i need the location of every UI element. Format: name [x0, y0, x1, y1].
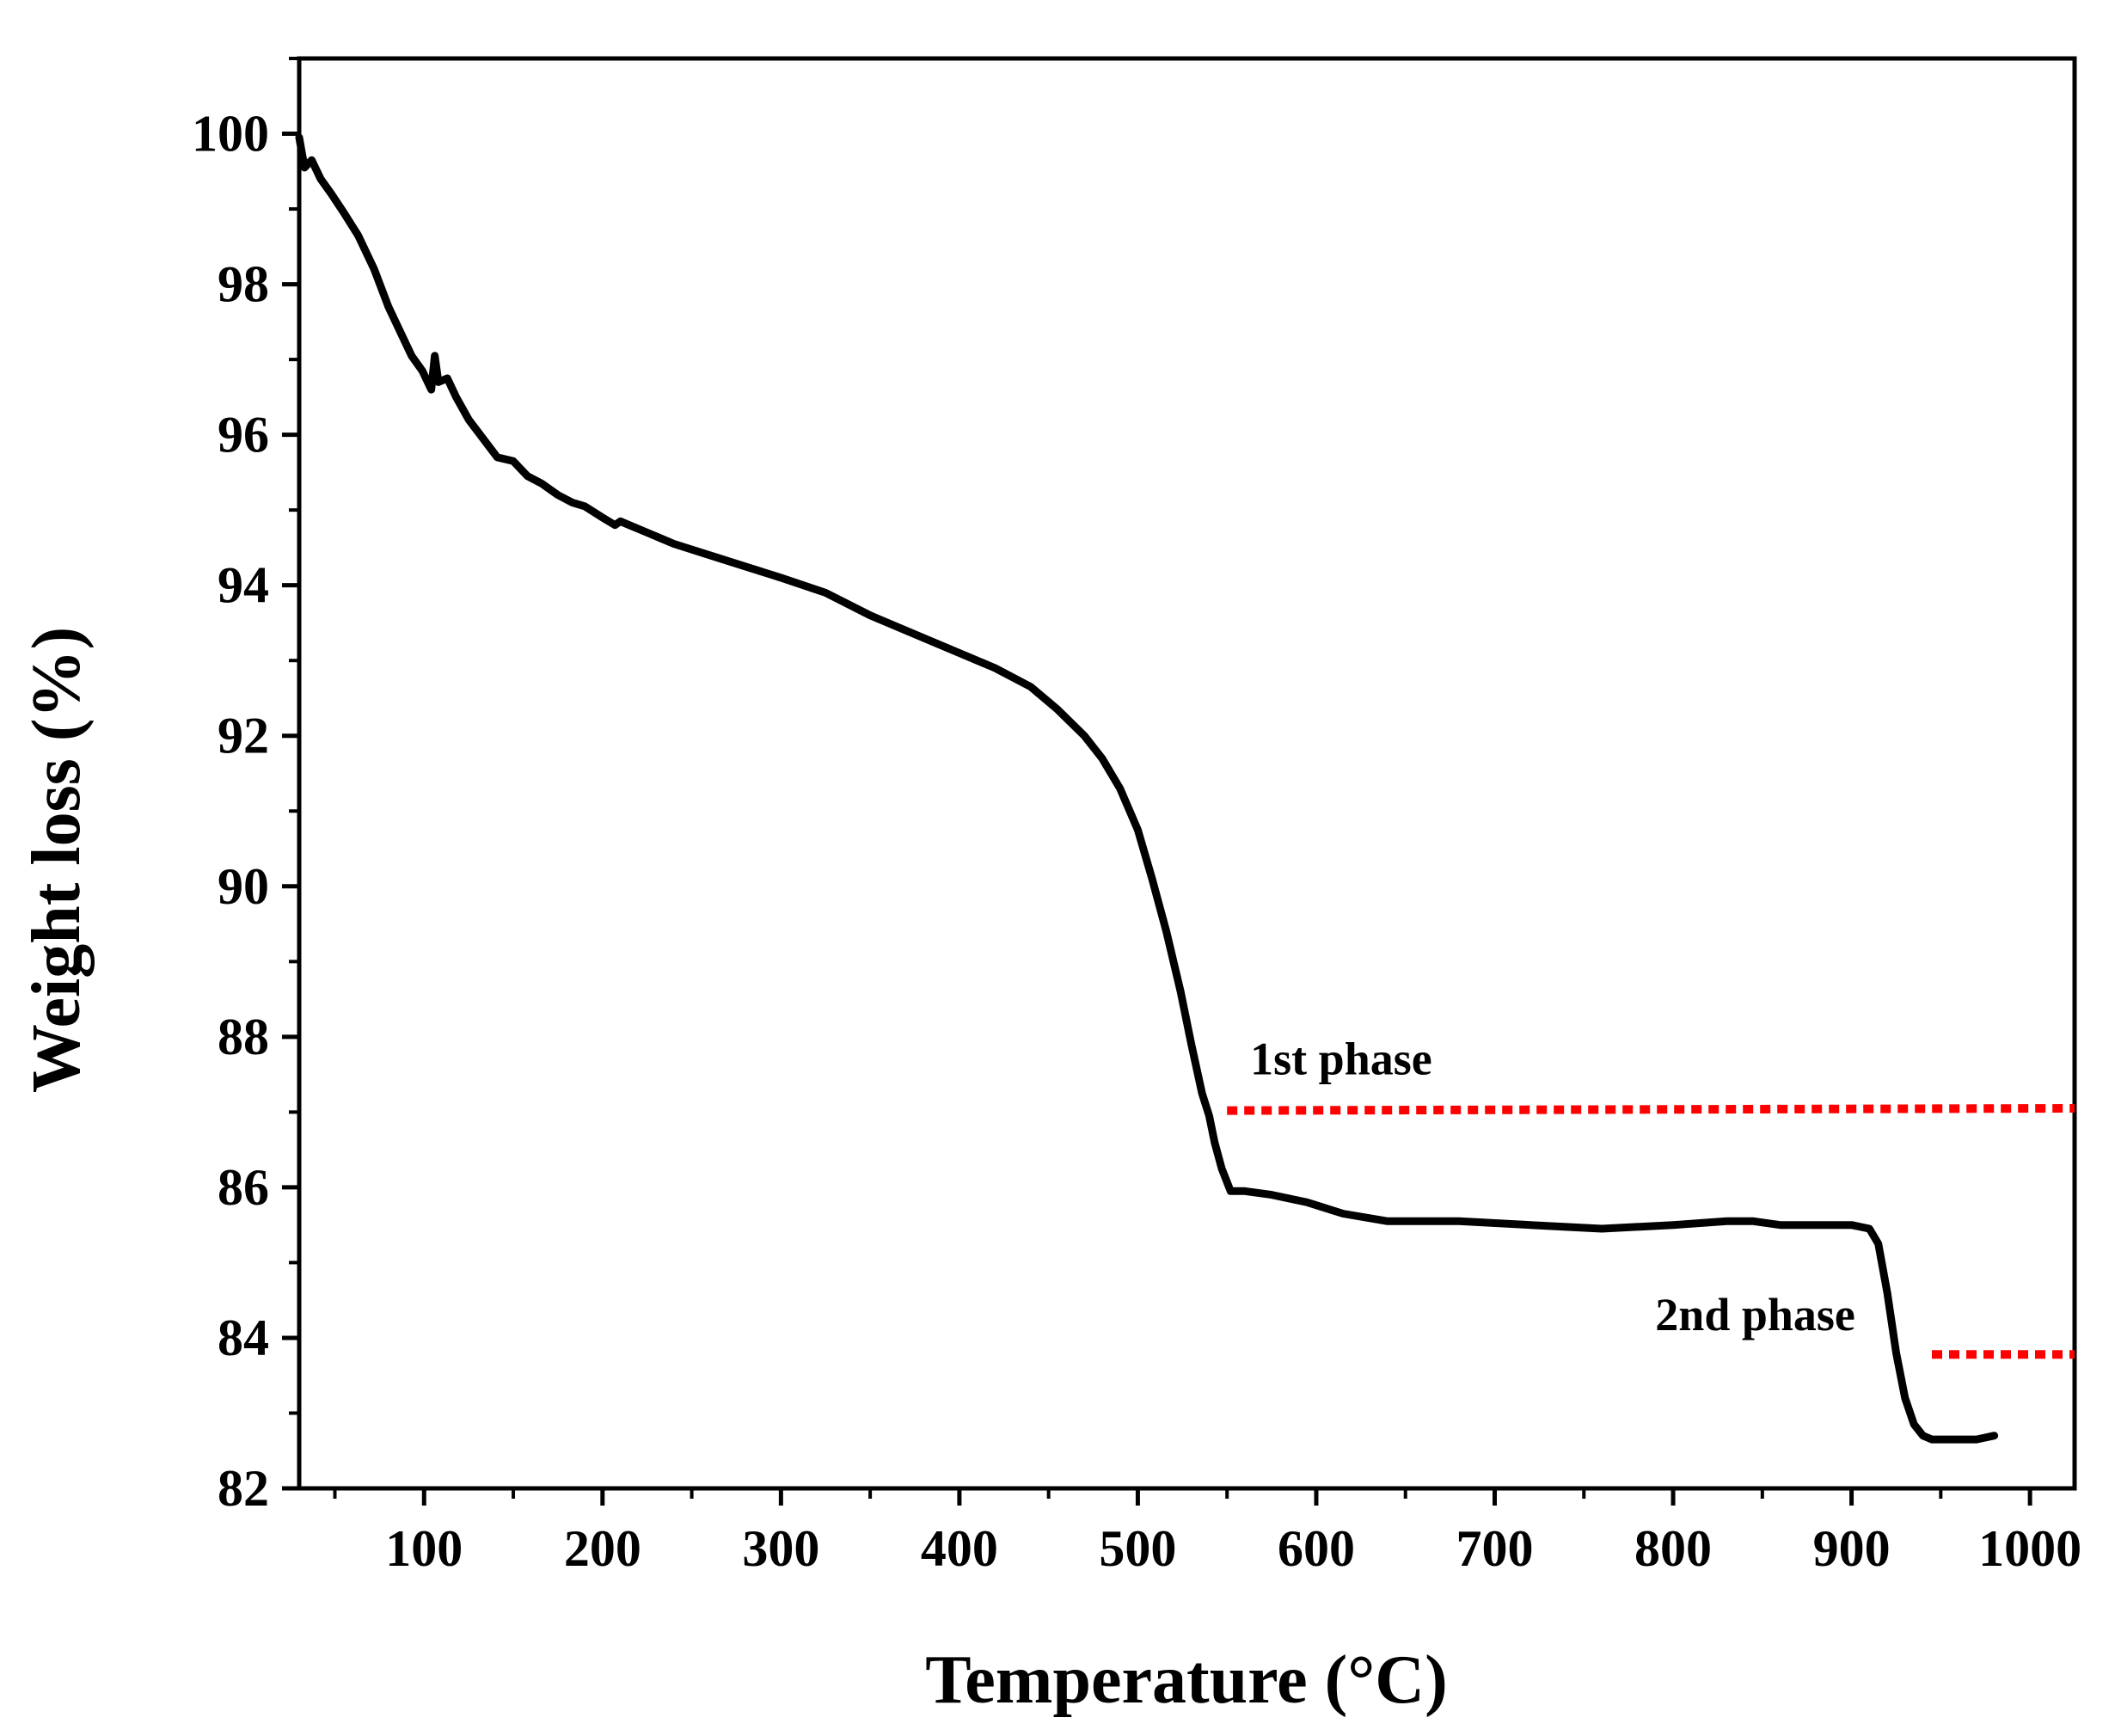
axis-tick-labels: 82 84 86 88 90 92 94 96 98 100 100 200 300 400 500 600 7…	[192, 106, 2081, 1577]
second-phase-label: 2nd phase	[1655, 1289, 1855, 1340]
x-tick-label: 400	[921, 1520, 998, 1577]
x-tick-label: 1000	[1978, 1520, 2081, 1577]
x-tick-label: 500	[1099, 1520, 1176, 1577]
x-axis-title: Temperature (°C)	[925, 1642, 1447, 1718]
series-layer	[295, 133, 2075, 1444]
x-tick-label: 700	[1456, 1520, 1534, 1577]
x-tick-label: 200	[564, 1520, 641, 1577]
annotations: 1st phase 2nd phase	[1250, 1034, 1855, 1341]
plot-border	[297, 56, 2077, 1491]
y-tick-label: 90	[218, 858, 269, 915]
plot-frame	[297, 56, 2077, 1491]
y-tick-label: 82	[218, 1460, 269, 1517]
y-tick-label: 100	[192, 106, 269, 163]
tga-curve	[295, 133, 1999, 1444]
axis-ticks	[282, 57, 2032, 1506]
x-tick-label: 900	[1813, 1520, 1891, 1577]
y-tick-label: 86	[218, 1159, 269, 1216]
y-tick-label: 92	[218, 708, 269, 764]
first-phase-label: 1st phase	[1250, 1034, 1432, 1085]
x-tick-label: 600	[1278, 1520, 1355, 1577]
y-tick-label: 88	[218, 1009, 269, 1065]
y-tick-label: 96	[218, 407, 269, 463]
x-tick-label: 300	[742, 1520, 819, 1577]
x-tick-label: 100	[385, 1520, 463, 1577]
x-tick-label: 800	[1634, 1520, 1712, 1577]
y-tick-label: 94	[218, 557, 269, 614]
y-tick-label: 98	[218, 256, 269, 313]
y-tick-label: 84	[218, 1310, 269, 1366]
y-axis-title: Weight loss (%)	[19, 627, 95, 1093]
first-phase-baseline	[1227, 1104, 2075, 1115]
